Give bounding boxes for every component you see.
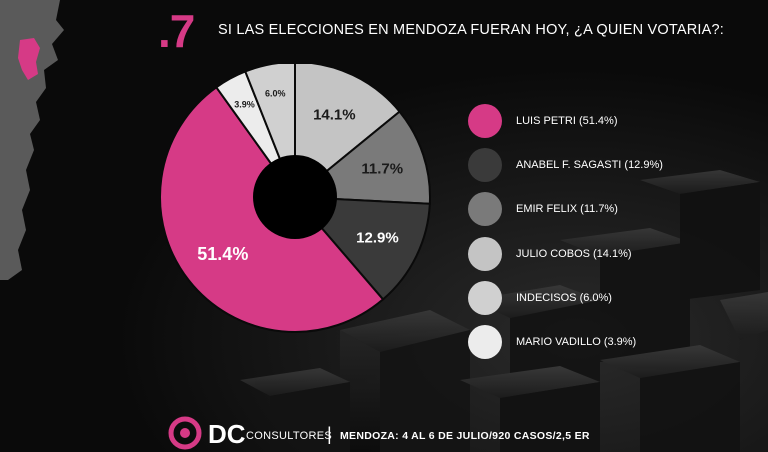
footer-info: MENDOZA: 4 AL 6 DE JULIO/920 CASOS/2,5 E…	[340, 430, 590, 442]
legend-swatch-cobos	[468, 237, 502, 271]
legend-label-felix: EMIR FELIX (11.7%)	[516, 203, 618, 215]
slide-number: .7	[158, 5, 195, 57]
legend-label-sagasti: ANABEL F. SAGASTI (12.9%)	[516, 159, 663, 171]
slice-label-petri: 51.4%	[197, 244, 248, 264]
legend-item-indecisos: INDECISOS (6.0%)	[468, 281, 748, 315]
brand-name: DC	[208, 419, 246, 449]
legend-swatch-indecisos	[468, 281, 502, 315]
donut-chart: 14.1% 11.7% 12.9% 51.4% 3.9% 6.0%	[159, 64, 431, 333]
footer-separator: |	[327, 424, 332, 444]
argentina-map-icon	[0, 0, 64, 280]
legend-label-vadillo: MARIO VADILLO (3.9%)	[516, 336, 637, 348]
slice-label-indecisos: 6.0%	[265, 89, 286, 99]
slice-label-felix: 11.7%	[361, 161, 403, 178]
legend-swatch-petri	[468, 104, 502, 138]
mendoza-highlight	[18, 38, 40, 80]
legend-item-felix: EMIR FELIX (11.7%)	[468, 192, 748, 226]
slice-label-sagasti: 12.9%	[356, 230, 399, 247]
brand-subtitle: CONSULTORES	[246, 430, 333, 442]
legend-swatch-sagasti	[468, 148, 502, 182]
pie-slice-cobos	[294, 64, 401, 200]
donut-hole	[253, 155, 337, 239]
legend-item-petri: LUIS PETRI (51.4%)	[468, 104, 748, 138]
legend-item-sagasti: ANABEL F. SAGASTI (12.9%)	[468, 148, 748, 182]
slice-label-cobos: 14.1%	[313, 106, 356, 123]
dc-logo-icon	[168, 416, 202, 450]
legend-label-cobos: JULIO COBOS (14.1%)	[516, 248, 632, 260]
legend-label-petri: LUIS PETRI (51.4%)	[516, 115, 618, 127]
legend-label-indecisos: INDECISOS (6.0%)	[516, 292, 612, 304]
slice-label-vadillo: 3.9%	[234, 100, 255, 110]
pie-slice-sagasti	[292, 195, 431, 301]
legend-item-cobos: JULIO COBOS (14.1%)	[468, 237, 748, 271]
legend-swatch-vadillo	[468, 325, 502, 359]
page-title: SI LAS ELECCIONES EN MENDOZA FUERAN HOY,…	[218, 22, 724, 38]
legend-item-vadillo: MARIO VADILLO (3.9%)	[468, 325, 748, 359]
legend-swatch-felix	[468, 192, 502, 226]
